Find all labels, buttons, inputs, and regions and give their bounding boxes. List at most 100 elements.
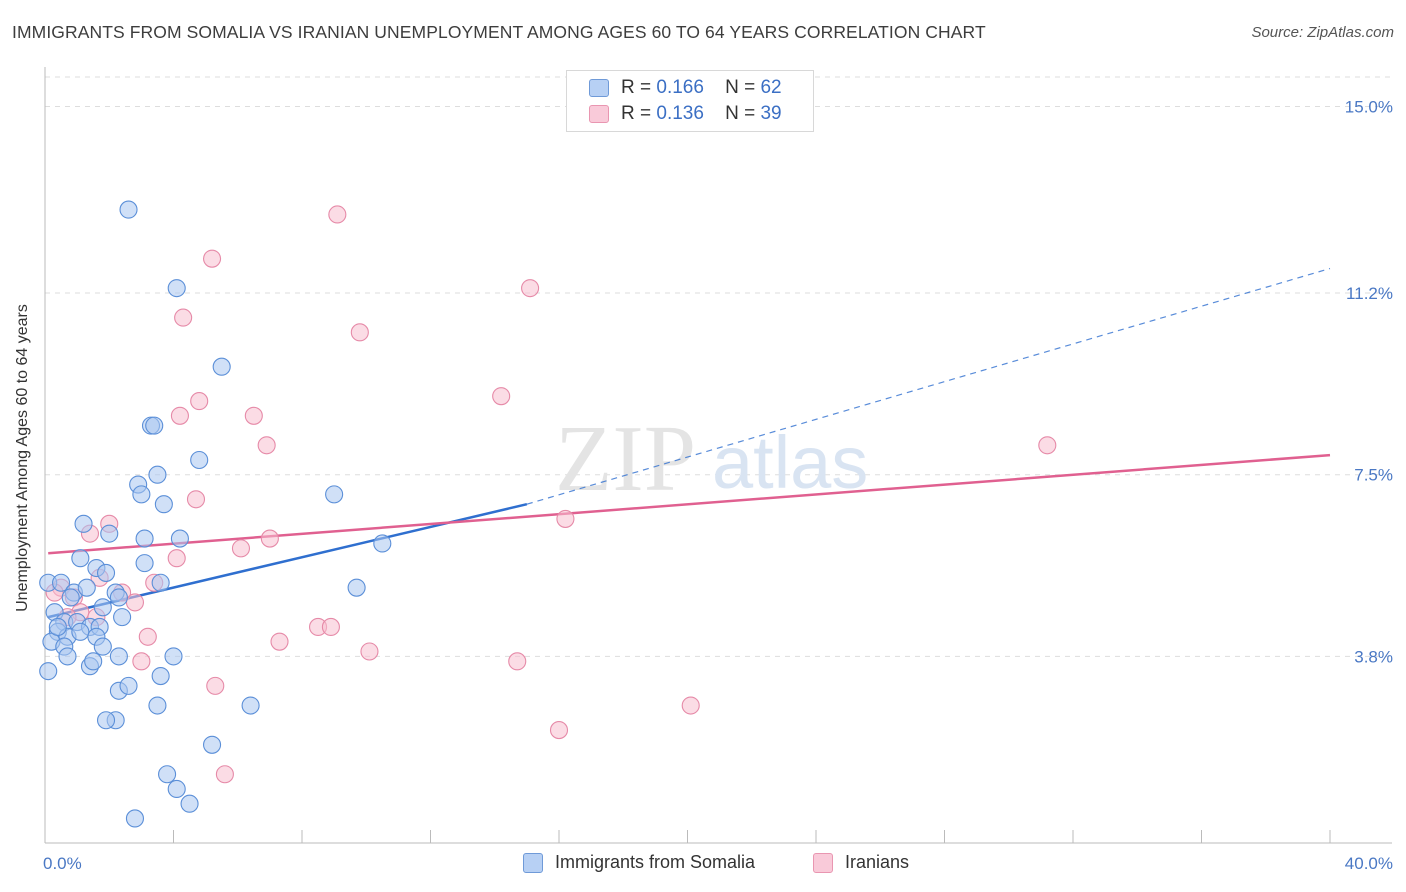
iranians-point [174, 308, 193, 327]
somalia-point [167, 779, 186, 799]
somalia-point [77, 578, 96, 597]
somalia-point [135, 529, 154, 548]
somalia-point [347, 578, 366, 597]
y-axis-label: Unemployment Among Ages 60 to 64 years [14, 304, 31, 612]
somalia-point [84, 652, 103, 671]
somalia-point [180, 794, 199, 813]
somalia-point [39, 662, 58, 681]
somalia-point [167, 279, 186, 298]
somalia-point [61, 588, 80, 607]
y-tick-label: 15.0% [1345, 97, 1393, 116]
legend-somalia-r-label: R = [621, 77, 652, 98]
legend-iranians-n-value: 39 [760, 103, 782, 124]
somalia-point [325, 485, 344, 504]
somalia-point [154, 495, 173, 514]
iranians-swatch [589, 105, 609, 123]
bottom-iranians-swatch [813, 852, 833, 873]
somalia-point [96, 711, 116, 730]
somalia-point [96, 563, 116, 582]
legend-iranians-r-value: 0.136 [656, 103, 704, 124]
somalia-point [148, 465, 167, 484]
data-points [39, 200, 1057, 828]
axes [44, 67, 1392, 844]
iranians-point [167, 549, 186, 568]
iranians-point [231, 539, 251, 558]
iranians-point [681, 696, 700, 715]
somalia-point [212, 357, 231, 376]
legend-row-somalia: R = 0.166 N = 62 [589, 76, 782, 100]
tick-labels: 3.8% 7.5% 11.2% 15.0% 0.0% 40.0% [43, 97, 1393, 873]
iranians-point [186, 490, 206, 509]
somalia-point [48, 617, 67, 636]
somalia-point [100, 524, 119, 543]
iranians-point [492, 387, 511, 406]
legend-somalia-r-value: 0.166 [656, 77, 704, 98]
somalia-point [151, 573, 170, 592]
somalia-point [170, 529, 189, 548]
y-tick-label: 11.2% [1346, 284, 1393, 303]
legend-iranians-r-label: R = [621, 103, 652, 124]
bottom-legend-somalia: Immigrants from Somalia [523, 852, 755, 873]
iranians-point [206, 676, 225, 695]
somalia-point [132, 485, 151, 504]
legend-box: R = 0.166 N = 62 R = 0.136 N = 39 [566, 70, 814, 132]
somalia-point [164, 647, 183, 666]
bottom-somalia-swatch [523, 852, 543, 873]
somalia-point [93, 637, 112, 656]
somalia-point [119, 200, 138, 219]
somalia-point [241, 696, 260, 715]
legend-somalia-n-value: 62 [760, 77, 782, 98]
legend-iranians-n-label: N = [725, 103, 756, 124]
bottom-somalia-label: Immigrants from Somalia [555, 852, 756, 872]
iranians-point [350, 323, 369, 342]
iranians-point [170, 406, 189, 425]
iranians-point [215, 765, 234, 784]
somalia-point [135, 554, 154, 573]
iranians-point [360, 642, 379, 661]
y-tick-label: 3.8% [1354, 647, 1393, 666]
somalia-point [58, 647, 77, 666]
iranians-point [203, 249, 222, 268]
chart-source: Source: ZipAtlas.com [1251, 24, 1394, 41]
somalia-point [373, 534, 392, 553]
bottom-legend-iranians: Iranians [813, 852, 909, 873]
watermark-atlas: atlas [712, 421, 868, 504]
x-tick-label: 40.0% [1345, 854, 1393, 873]
bottom-legend: Immigrants from Somalia Iranians [0, 852, 1406, 878]
watermark-zip: ZIP [555, 407, 696, 511]
iranians-point [508, 652, 527, 671]
somalia-point [125, 809, 144, 828]
somalia-point [109, 588, 128, 607]
iranians-point [132, 652, 151, 671]
legend-somalia-n-label: N = [725, 77, 756, 98]
iranians-point [138, 627, 157, 646]
somalia-point [151, 667, 170, 686]
somalia-point [190, 450, 209, 470]
iranians-point [521, 279, 540, 298]
somalia-point [119, 676, 138, 695]
iranians-point [190, 392, 209, 411]
somalia-point [52, 573, 71, 592]
somalia-trend-extension [526, 267, 1331, 505]
iranians-point [125, 593, 144, 612]
somalia-point [109, 647, 128, 666]
somalia-point [203, 735, 222, 754]
somalia-point [148, 696, 167, 715]
x-tick-label: 0.0% [43, 854, 82, 873]
somalia-point [158, 765, 177, 784]
y-tick-label: 7.5% [1354, 466, 1393, 485]
iranians-point [257, 436, 276, 455]
bottom-iranians-label: Iranians [845, 852, 910, 872]
iranians-point [328, 205, 347, 224]
iranians-point [556, 509, 575, 528]
iranians-point [260, 529, 279, 548]
somalia-point [113, 608, 132, 627]
somalia-point [71, 622, 90, 641]
legend-row-iranians: R = 0.136 N = 39 [589, 102, 782, 126]
somalia-point [71, 549, 90, 568]
chart-title: IMMIGRANTS FROM SOMALIA VS IRANIAN UNEMP… [12, 22, 986, 42]
somalia-point [145, 416, 164, 435]
iranians-point [1038, 436, 1057, 455]
iranians-point [321, 617, 340, 636]
